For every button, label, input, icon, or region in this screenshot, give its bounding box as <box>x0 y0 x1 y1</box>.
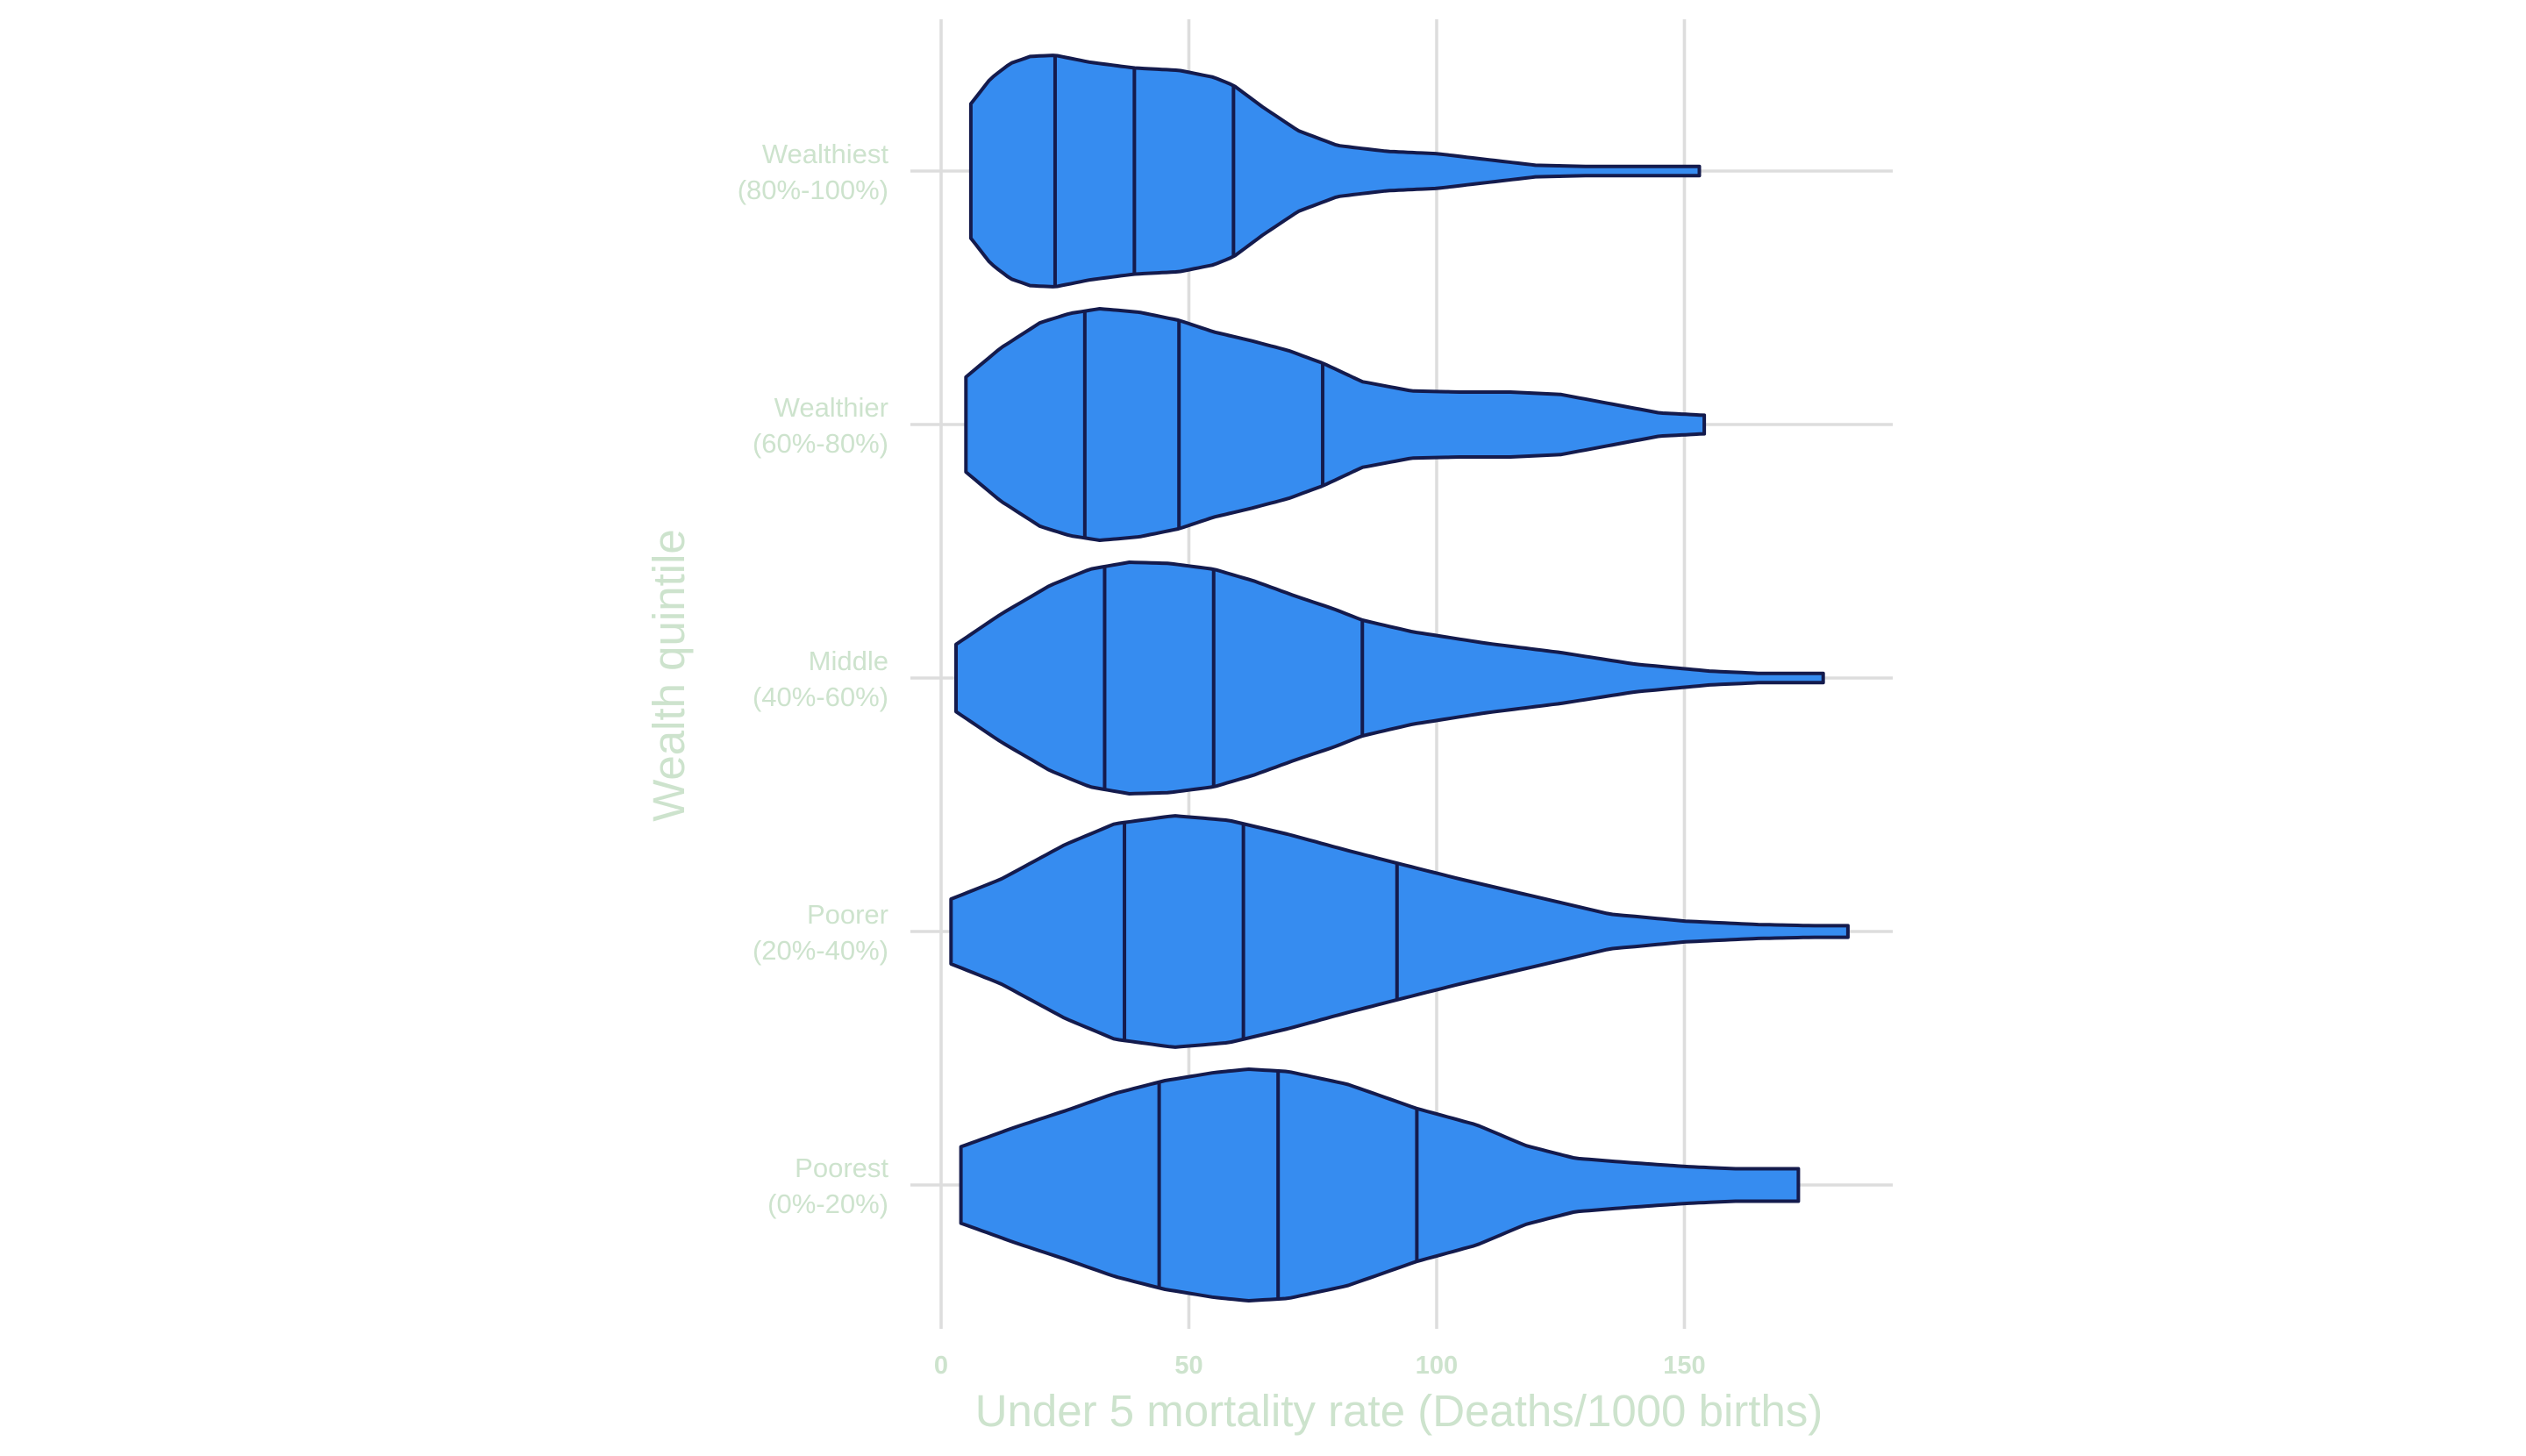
violin-body <box>968 54 1702 289</box>
category-label-range: (0%-20%) <box>767 1188 888 1219</box>
category-labels: Wealthiest (80%-100%) Wealthier (60%-80%) Mi… <box>738 139 889 1219</box>
x-tick-labels: 0 50 100 150 <box>934 1352 1706 1380</box>
violin-body <box>954 560 1825 796</box>
y-axis-title: Wealth quintile <box>644 529 694 822</box>
category-label-name: Poorest <box>795 1153 888 1183</box>
category-label-range: (60%-80%) <box>753 428 888 459</box>
category-label-name: Wealthier <box>774 392 888 423</box>
category-label-name: Middle <box>809 646 888 676</box>
violin-body <box>964 307 1707 542</box>
category-label-range: (40%-60%) <box>753 682 888 712</box>
violin-body <box>949 814 1850 1049</box>
x-tick-label: 50 <box>1174 1352 1202 1380</box>
x-tick-label: 100 <box>1416 1352 1458 1380</box>
category-label-range: (80%-100%) <box>738 175 888 205</box>
violins <box>949 54 1850 1303</box>
violin-body <box>959 1067 1801 1303</box>
category-label-name: Poorer <box>807 899 888 930</box>
category-label-name: Wealthiest <box>762 139 889 169</box>
x-tick-label: 150 <box>1663 1352 1705 1380</box>
x-tick-label: 0 <box>934 1352 948 1380</box>
category-label-range: (20%-40%) <box>753 935 888 966</box>
x-axis-title: Under 5 mortality rate (Deaths/1000 birt… <box>975 1386 1823 1436</box>
